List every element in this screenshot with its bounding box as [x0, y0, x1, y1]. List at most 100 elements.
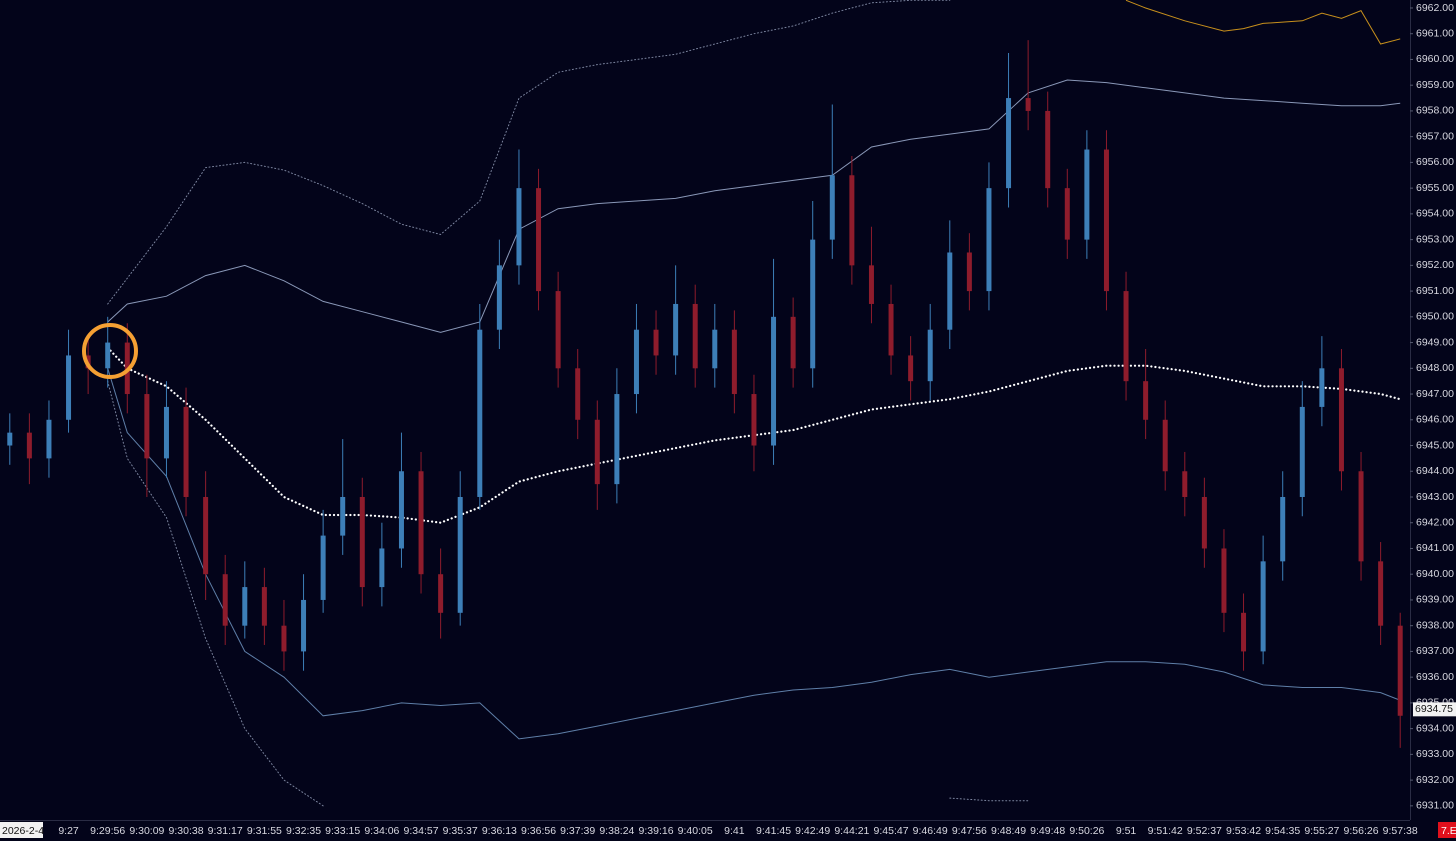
- candle-body: [222, 574, 228, 626]
- overlay-line: [107, 0, 951, 305]
- overlay-line: [107, 380, 1029, 807]
- candle-body: [673, 303, 679, 356]
- y-tick-label: 6944.00: [1416, 465, 1454, 477]
- candle-body: [692, 303, 698, 369]
- x-tick-label: 9:29:56: [90, 825, 125, 837]
- candle-body: [555, 291, 561, 369]
- x-tick-label: 9:46:49: [913, 825, 948, 837]
- overlay-line: [1125, 0, 1401, 45]
- y-tick-label: 6956.00: [1416, 156, 1454, 168]
- candle-body: [614, 394, 620, 485]
- x-tick-label: 9:32:35: [286, 825, 321, 837]
- candle-body: [359, 496, 365, 588]
- candle-body: [1123, 291, 1129, 382]
- candle-body: [751, 394, 757, 446]
- candle-body: [26, 432, 32, 459]
- y-tick-label: 6940.00: [1416, 568, 1454, 580]
- x-tick-label: 9:36:13: [482, 825, 517, 837]
- candle-body: [1378, 561, 1384, 626]
- y-tick-label: 6932.00: [1416, 774, 1454, 786]
- candle-body: [301, 599, 307, 652]
- plot-area: [7, 0, 1403, 807]
- y-tick-label: 6951.00: [1416, 285, 1454, 297]
- y-tick-label: 6961.00: [1416, 27, 1454, 39]
- x-tick-label: 9:34:57: [404, 825, 439, 837]
- candle-body: [516, 188, 522, 266]
- candle-body: [868, 265, 874, 304]
- candle-body: [1103, 149, 1109, 292]
- candle-body: [7, 432, 13, 446]
- candle-body: [1045, 110, 1051, 189]
- candle-body: [1162, 419, 1168, 472]
- overlay-line: [107, 368, 1401, 740]
- x-tick-label: 9:34:06: [364, 825, 399, 837]
- x-tick-label: 9:30:38: [169, 825, 204, 837]
- candle-body: [1280, 496, 1286, 562]
- x-tick-label: 9:31:55: [247, 825, 282, 837]
- x-tick-label: 9:52:37: [1187, 825, 1222, 837]
- x-tick-label: 9:51:42: [1148, 825, 1183, 837]
- overlay-line: [107, 79, 1401, 333]
- candle-body: [1358, 471, 1364, 562]
- y-tick-label: 6947.00: [1416, 388, 1454, 400]
- candle-body: [731, 329, 737, 395]
- y-tick-label: 6938.00: [1416, 619, 1454, 631]
- x-tick-label: 9:41: [724, 825, 745, 837]
- candle-body: [536, 188, 542, 292]
- y-tick-label: 6945.00: [1416, 439, 1454, 451]
- x-tick-label: 9:42:49: [795, 825, 830, 837]
- x-tick-label: 9:37:39: [560, 825, 595, 837]
- candle-body: [379, 548, 385, 588]
- candle-body: [829, 175, 835, 240]
- candle-body: [203, 496, 209, 575]
- y-tick-label: 6937.00: [1416, 645, 1454, 657]
- x-tick-label: 9:39:16: [639, 825, 674, 837]
- y-tick-label: 6943.00: [1416, 491, 1454, 503]
- y-tick-label: 6959.00: [1416, 79, 1454, 91]
- y-tick-label: 6941.00: [1416, 542, 1454, 554]
- y-tick-label: 6960.00: [1416, 53, 1454, 65]
- candle-body: [771, 316, 777, 446]
- y-tick-label: 6955.00: [1416, 182, 1454, 194]
- x-tick-label: 9:48:49: [991, 825, 1026, 837]
- x-tick-label: 9:44:21: [834, 825, 869, 837]
- highlight-circle: [82, 323, 138, 379]
- candle-body: [1006, 98, 1012, 189]
- candle-body: [1084, 149, 1090, 240]
- candle-body: [477, 329, 483, 497]
- x-tick-label: 9:55:27: [1304, 825, 1339, 837]
- x-tick-label: 9:31:17: [208, 825, 243, 837]
- candle-body: [575, 368, 581, 420]
- candle-body: [144, 394, 150, 459]
- x-tick-label: 9:30:09: [129, 825, 164, 837]
- y-tick-label: 6939.00: [1416, 594, 1454, 606]
- candle-body: [163, 406, 169, 459]
- candle-body: [418, 471, 424, 575]
- corner-box: [1438, 822, 1456, 838]
- candle-body: [66, 355, 72, 420]
- candle-body: [1143, 381, 1149, 420]
- y-tick-label: 6958.00: [1416, 105, 1454, 117]
- candle-body: [1319, 368, 1325, 407]
- candle-body: [1299, 406, 1305, 497]
- candle-body: [947, 252, 953, 330]
- date-box: [0, 822, 43, 838]
- candle-body: [1221, 548, 1227, 613]
- candle-body: [1397, 625, 1403, 716]
- candle-body: [888, 303, 894, 356]
- y-tick-label: 6953.00: [1416, 233, 1454, 245]
- candle-body: [966, 252, 972, 292]
- date-label: 2026-2-4: [2, 825, 44, 837]
- candle-body: [986, 188, 992, 292]
- y-tick-label: 6934.00: [1416, 722, 1454, 734]
- candle-body: [1241, 612, 1247, 652]
- y-tick-label: 6949.00: [1416, 336, 1454, 348]
- candle-body: [46, 419, 52, 459]
- x-tick-label: 9:57:38: [1383, 825, 1418, 837]
- candle-body: [398, 471, 404, 549]
- candle-body: [849, 175, 855, 266]
- x-tick-label: 9:53:42: [1226, 825, 1261, 837]
- candle-body: [340, 496, 346, 536]
- x-tick-label: 9:27: [58, 825, 79, 837]
